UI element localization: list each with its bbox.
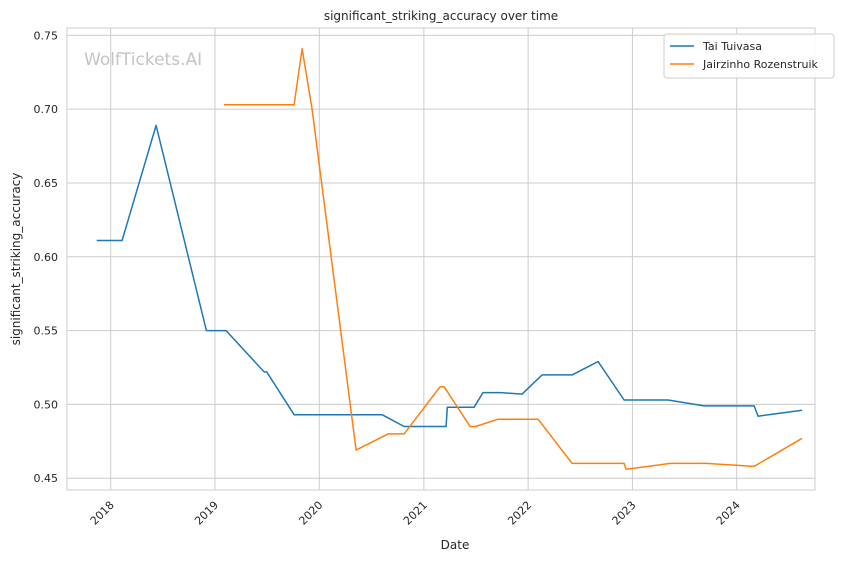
legend-label-tai-tuivasa: Tai Tuivasa [702, 40, 762, 53]
chart-title: significant_striking_accuracy over time [324, 9, 558, 23]
y-axis-title: significant_striking_accuracy [9, 173, 23, 346]
series-line-0 [96, 124, 803, 428]
plot-area-frame [66, 27, 816, 491]
watermark-text: WolfTickets.AI [84, 50, 202, 70]
y-tick-label: 0.75 [34, 29, 59, 42]
series-line-1 [223, 47, 803, 471]
legend: Tai Tuivasa Jairzinho Rozenstruik [663, 33, 835, 79]
y-tick-labels: 0.45 0.50 0.55 0.60 0.65 0.70 0.75 [34, 29, 59, 485]
y-tick-label: 0.65 [34, 177, 59, 190]
legend-box [663, 33, 835, 79]
series-lines [96, 47, 803, 471]
y-tick-label: 0.45 [34, 472, 59, 485]
x-axis-title: Date [441, 538, 470, 552]
y-tick-label: 0.55 [34, 325, 59, 338]
y-tick-label: 0.50 [34, 398, 59, 411]
y-tick-label: 0.60 [34, 251, 59, 264]
y-tick-label: 0.70 [34, 103, 59, 116]
legend-label-jairzinho-rozenstruik: Jairzinho Rozenstruik [702, 58, 819, 71]
